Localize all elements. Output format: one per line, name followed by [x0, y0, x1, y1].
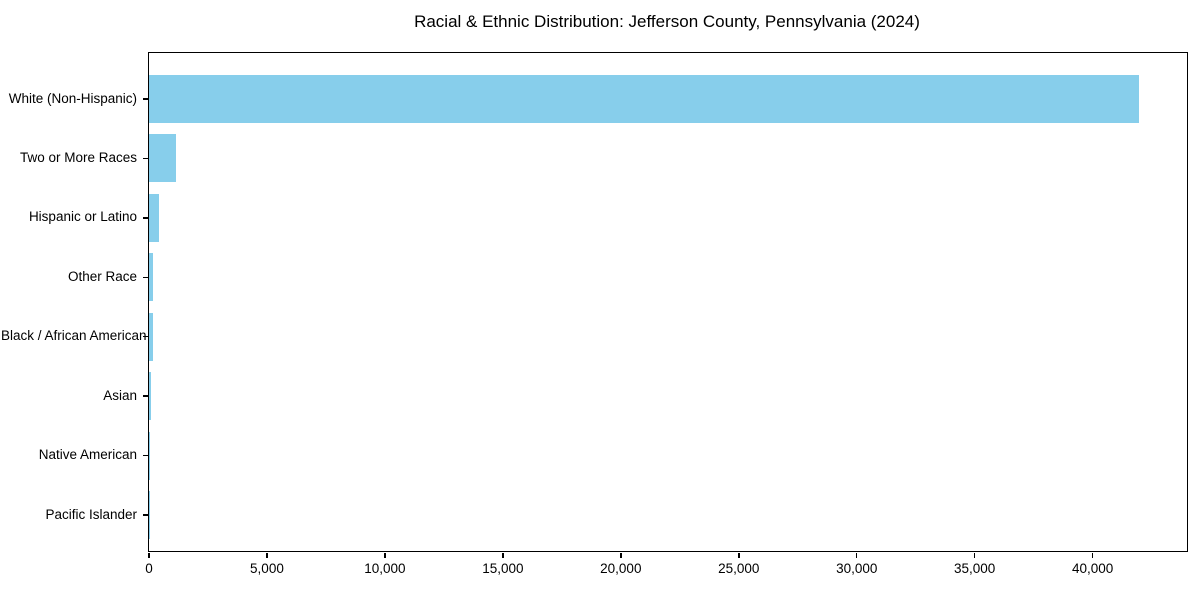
x-tick-label: 15,000 — [482, 561, 524, 576]
x-tick-label: 0 — [145, 561, 153, 576]
y-tick-mark — [142, 157, 148, 160]
y-tick-mark — [142, 335, 148, 338]
y-tick-label: Other Race — [67, 268, 137, 284]
y-tick-label: Asian — [103, 387, 137, 403]
plot-area: White (Non-Hispanic) Two or More Races His… — [1, 52, 1188, 576]
y-tick-label: Native American — [38, 447, 137, 463]
bar — [149, 253, 153, 302]
x-tick-mark — [738, 552, 740, 558]
x-tick-mark — [855, 552, 858, 558]
x-tick-mark — [148, 552, 150, 558]
bar — [149, 431, 150, 480]
x-tick-mark — [973, 552, 976, 558]
y-tick-mark — [142, 276, 148, 279]
x-tick-label: 30,000 — [836, 561, 878, 576]
x-tick-label: 25,000 — [718, 561, 760, 576]
bar — [149, 193, 160, 242]
x-tick-label: 10,000 — [364, 561, 406, 576]
x-tick-mark — [502, 552, 504, 558]
y-tick-mark — [142, 454, 148, 457]
y-tick-label: Two or More Races — [19, 149, 137, 165]
bar — [149, 312, 153, 361]
x-tick-mark — [384, 552, 386, 558]
chart-title: Racial & Ethnic Distribution: Jefferson … — [414, 12, 920, 31]
y-tick-mark — [142, 514, 148, 516]
x-tick-mark — [1091, 552, 1094, 558]
x-tick-mark — [620, 552, 622, 558]
bar — [149, 372, 152, 421]
y-tick-mark — [142, 395, 148, 397]
y-tick-mark — [142, 217, 148, 219]
x-tick-mark — [266, 552, 268, 558]
x-tick-label: 5,000 — [250, 561, 284, 576]
x-tick-label: 40,000 — [1071, 561, 1114, 576]
y-tick-label: Pacific Islander — [45, 506, 137, 522]
y-tick-label: Hispanic or Latino — [28, 209, 137, 225]
x-tick-label: 35,000 — [954, 561, 996, 576]
y-tick-label: Black / African American — [1, 328, 147, 344]
y-tick-label: White (Non-Hispanic) — [8, 90, 137, 106]
bar — [149, 75, 1139, 123]
x-tick-label: 20,000 — [600, 561, 642, 576]
bar — [149, 134, 177, 183]
y-tick-mark — [142, 98, 148, 100]
